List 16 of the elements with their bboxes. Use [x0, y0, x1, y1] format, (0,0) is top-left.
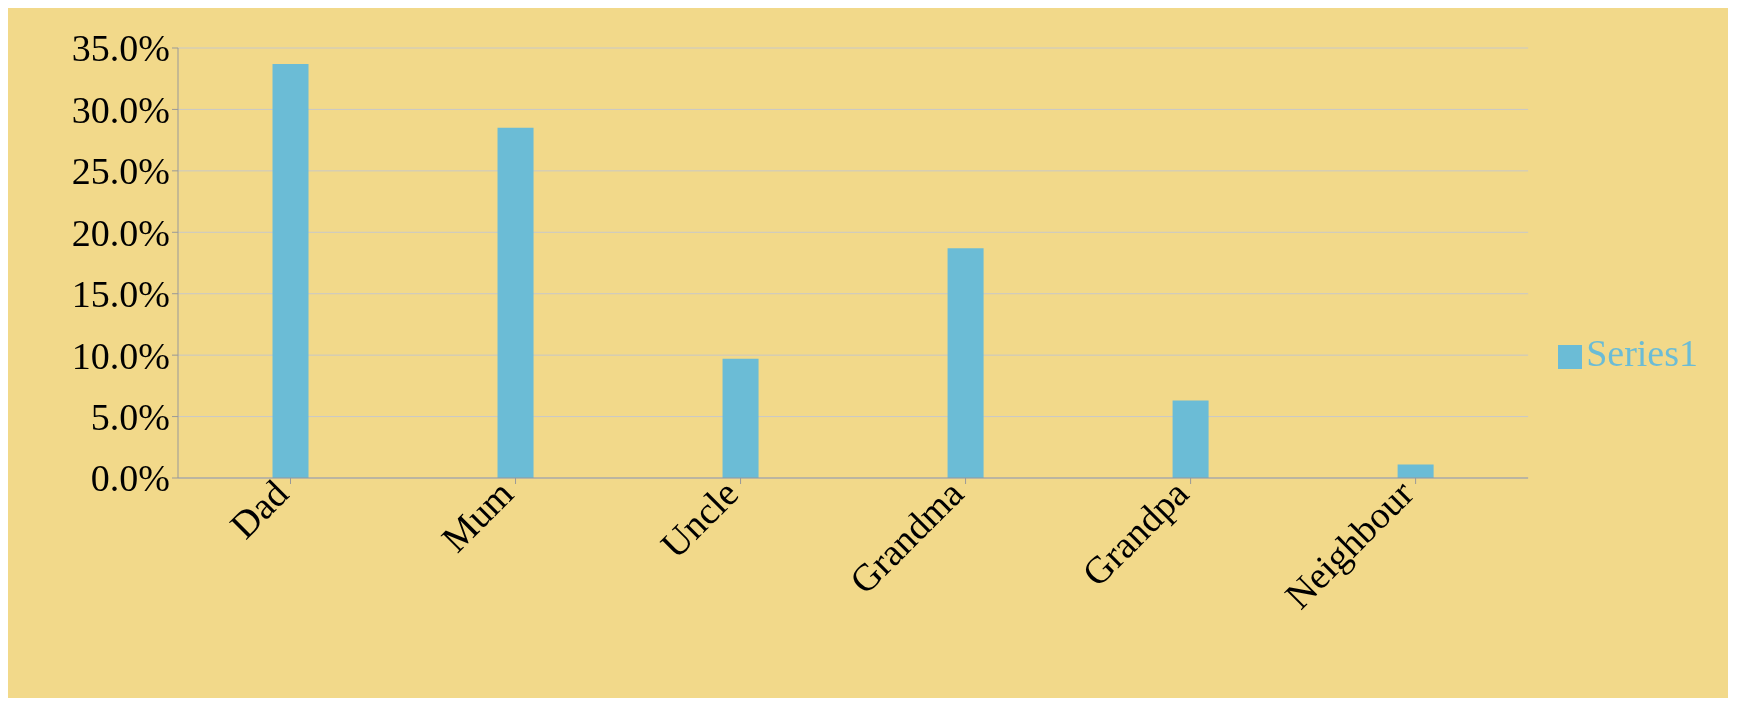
bar — [272, 63, 309, 478]
bar — [947, 248, 984, 478]
bar — [497, 127, 534, 478]
bar — [1397, 464, 1434, 478]
y-tick-label: 25.0% — [71, 150, 170, 193]
x-tick-label: Dad — [221, 471, 297, 547]
y-tick-label: 5.0% — [90, 396, 170, 439]
y-tick-label: 10.0% — [71, 334, 170, 377]
y-tick-label: 30.0% — [71, 88, 170, 131]
y-tick-label: 35.0% — [71, 27, 170, 70]
y-tick-label: 0.0% — [90, 457, 170, 500]
bar — [1172, 400, 1209, 478]
y-tick-label: 15.0% — [71, 273, 170, 316]
bar — [722, 358, 759, 478]
y-tick-label: 20.0% — [71, 211, 170, 254]
legend-label: Series1 — [1586, 332, 1698, 374]
